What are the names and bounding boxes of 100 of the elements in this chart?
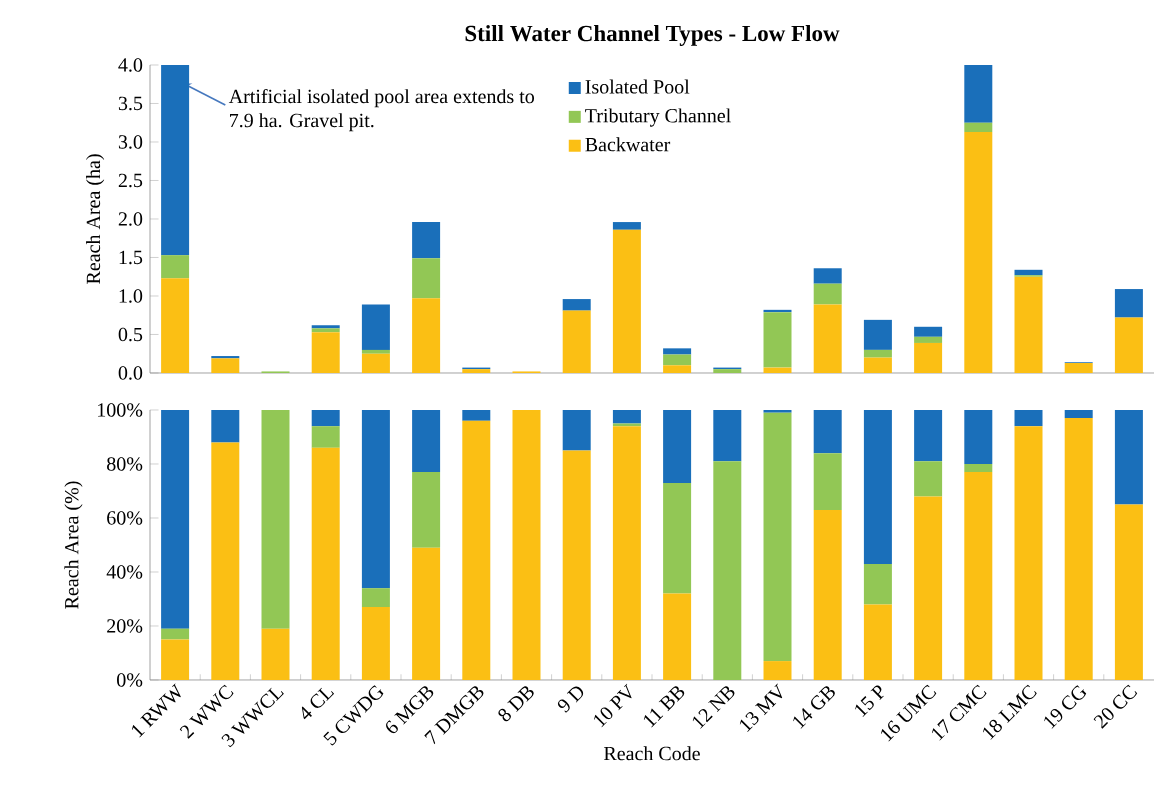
bar [1114, 317, 1143, 373]
y-tick-label: 2.5 [118, 173, 143, 188]
bar [914, 326, 943, 337]
bar [211, 409, 240, 443]
bar [311, 447, 340, 680]
bar [361, 409, 390, 589]
bar [663, 354, 692, 366]
x-tick-label: 11 BB [643, 686, 685, 728]
x-tick-label: 14 GB [793, 686, 835, 729]
bar [914, 496, 943, 680]
bar [914, 336, 943, 343]
bar [1064, 362, 1093, 373]
bar [964, 131, 993, 373]
y-tick-label: 100% [98, 403, 143, 417]
bar [311, 325, 340, 329]
bar [311, 332, 340, 373]
bar [361, 607, 390, 680]
bar [914, 342, 943, 373]
x-tick-label: 20 CC [1093, 684, 1138, 729]
bar [1064, 409, 1093, 419]
bar [161, 64, 190, 256]
bar [562, 450, 591, 680]
chart-title: Still Water Channel Types - Low Flow [465, 24, 840, 46]
bar [161, 639, 190, 680]
bar [412, 409, 441, 473]
x-tick-label: 10 PV [594, 683, 632, 728]
x-tick-label: 19 CG [1044, 685, 1087, 729]
y-axis-title: Reach Area (ha) [86, 154, 105, 284]
bar [412, 222, 441, 259]
bar [813, 453, 842, 510]
bar [1014, 276, 1043, 373]
bar [763, 412, 792, 662]
bar [964, 64, 993, 123]
bar [813, 268, 842, 284]
annotation: Artificial isolated pool area extends to 7.9 ha. Gravel pit. [228, 88, 535, 132]
bar [914, 409, 943, 462]
bar [863, 563, 892, 605]
x-tick-label: 15 P [855, 685, 884, 717]
y-tick-label: 4.0 [118, 58, 143, 72]
bar [412, 472, 441, 548]
bar [763, 367, 792, 373]
x-axis-title: Reach Code [603, 746, 700, 761]
bar [562, 310, 591, 373]
bar [612, 222, 641, 230]
bar [1014, 269, 1043, 276]
bar [763, 661, 792, 680]
bar [763, 312, 792, 368]
bar [663, 348, 692, 355]
bar [161, 628, 190, 640]
bar [161, 255, 190, 279]
y-tick-label: 3.0 [118, 135, 143, 149]
bar [1064, 418, 1093, 680]
bar [612, 409, 641, 424]
bar [462, 420, 491, 680]
y-axis-title: Reach Area (%) [64, 481, 83, 609]
bar [261, 628, 290, 680]
y-tick-label: 1.0 [119, 289, 143, 303]
bar [813, 409, 842, 454]
bar [663, 409, 692, 483]
x-tick-label: 4 CL [301, 687, 335, 720]
bar [863, 604, 892, 680]
legend-label: Isolated Pool [585, 79, 690, 94]
bar [612, 423, 641, 427]
y-tick-label: 80% [107, 457, 143, 471]
bar [1114, 289, 1143, 318]
bar [361, 349, 390, 354]
bar [763, 409, 792, 413]
x-tick-label: 9 D [557, 686, 584, 713]
bar [361, 353, 390, 373]
y-tick-label: 60% [107, 511, 143, 525]
bar [311, 409, 340, 427]
bar [1014, 409, 1043, 427]
bar [261, 409, 290, 629]
bar [813, 304, 842, 373]
bar [914, 461, 943, 497]
bar [361, 588, 390, 608]
bar [612, 229, 641, 373]
bar [713, 461, 742, 680]
bar [1114, 409, 1143, 505]
bar [863, 349, 892, 358]
y-tick-label: 0.0 [118, 366, 143, 380]
bar [161, 278, 190, 373]
x-tick-label: 12 NB [692, 686, 735, 729]
y-tick-label: 2.0 [118, 212, 143, 226]
bar [964, 122, 993, 132]
legend-label: Tributary Channel [585, 108, 731, 127]
y-tick-label: 1.5 [119, 250, 143, 265]
bar [1114, 504, 1143, 680]
bar [663, 365, 692, 373]
x-tick-label: 8 DB [498, 686, 534, 722]
bar [412, 258, 441, 299]
y-tick-label: 0.5 [118, 327, 143, 342]
bar [1014, 426, 1043, 680]
bar [813, 509, 842, 680]
y-tick-label: 3.5 [118, 96, 143, 111]
bar [161, 409, 190, 629]
bar [412, 547, 441, 680]
bar [813, 283, 842, 305]
bar [663, 482, 692, 594]
y-tick-label: 20% [107, 619, 143, 633]
